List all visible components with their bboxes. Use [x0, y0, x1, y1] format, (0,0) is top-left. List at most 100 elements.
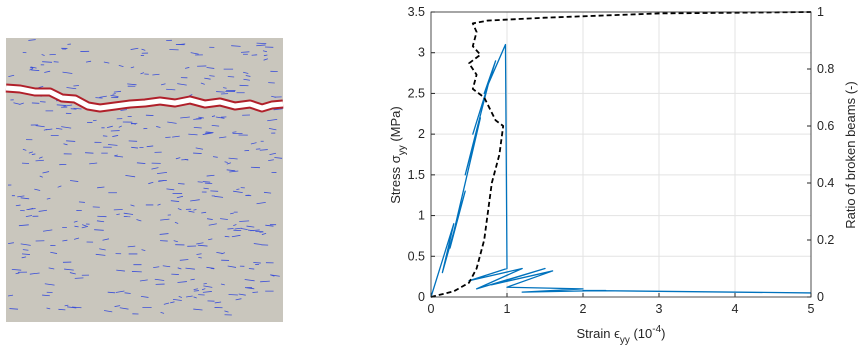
fiber — [179, 259, 189, 261]
fiber — [220, 218, 228, 220]
fiber — [243, 78, 250, 81]
fiber — [175, 157, 181, 160]
fiber — [202, 291, 212, 293]
fiber — [160, 311, 165, 314]
fiber — [110, 94, 119, 98]
y2-tick-label: 0.4 — [817, 176, 834, 190]
x-tick-label: 4 — [732, 302, 739, 316]
fiber — [21, 256, 27, 259]
fiber — [263, 191, 272, 194]
fiber — [177, 267, 182, 270]
fiber — [94, 229, 104, 231]
fiber — [70, 180, 79, 182]
fiber — [112, 135, 119, 137]
crack-core — [5, 85, 284, 111]
fiber — [232, 131, 237, 133]
fiber — [44, 283, 55, 286]
series-line — [430, 43, 812, 298]
y-tick-label: 3.5 — [408, 5, 425, 19]
fiber — [247, 229, 254, 232]
fiber — [163, 302, 170, 305]
x-label-sub: yy — [620, 335, 630, 346]
y-label-sub: yy — [397, 145, 408, 155]
fiber — [73, 220, 78, 223]
fiber — [154, 278, 165, 281]
fiber — [46, 197, 51, 200]
fiber — [119, 307, 129, 310]
x-tick-label: 5 — [808, 302, 815, 316]
fiber — [176, 195, 184, 199]
fiber — [211, 124, 220, 127]
fiber — [15, 272, 20, 275]
fiber — [195, 117, 202, 120]
fiber — [151, 167, 159, 170]
fiber — [50, 251, 58, 254]
fiber — [204, 182, 213, 185]
fiber — [193, 209, 197, 211]
fiber — [106, 125, 113, 129]
fiber — [202, 181, 211, 183]
fiber — [253, 243, 262, 245]
fiber — [253, 262, 261, 264]
fiber — [268, 159, 274, 162]
fiber — [116, 213, 120, 216]
fiber — [224, 161, 228, 163]
fiber — [231, 45, 241, 47]
fiber — [188, 133, 198, 136]
axes-box — [430, 11, 812, 298]
fiber — [120, 109, 128, 111]
fiber — [228, 294, 238, 296]
fiber — [185, 267, 195, 270]
fiber — [190, 52, 199, 55]
fiber — [38, 85, 44, 89]
fiber — [56, 104, 67, 106]
fiber — [61, 126, 72, 129]
fiber — [265, 224, 274, 227]
fiber — [208, 238, 213, 241]
y-label-part: (MPa) — [388, 106, 403, 145]
fiber — [39, 175, 43, 178]
fiber — [178, 43, 186, 46]
fiber — [82, 224, 87, 227]
x-tick-label: 2 — [580, 302, 587, 316]
x-label-part: ) — [661, 326, 665, 341]
fiber — [186, 295, 193, 298]
x-label-sup: -4 — [652, 324, 661, 335]
fiber — [206, 67, 215, 69]
fiber — [224, 235, 230, 238]
fiber — [198, 116, 204, 119]
fiber — [97, 186, 105, 189]
fiber — [29, 68, 34, 71]
fiber — [103, 61, 110, 64]
fiber — [118, 65, 124, 68]
fiber — [177, 208, 182, 211]
fiber — [140, 295, 149, 298]
fiber — [136, 219, 142, 222]
fiber — [162, 265, 171, 268]
fiber — [221, 252, 226, 255]
fiber — [209, 75, 215, 77]
fiber — [38, 156, 43, 159]
y-tick-label: 2.5 — [408, 86, 425, 100]
fiber — [170, 301, 175, 304]
fiber — [233, 224, 237, 226]
fiber — [153, 266, 160, 269]
fiber — [214, 301, 222, 304]
fiber — [42, 171, 50, 174]
y-tick-label: 1.5 — [408, 168, 425, 182]
fiber — [174, 221, 179, 224]
fiber — [216, 251, 223, 254]
fiber — [166, 188, 175, 191]
fiber — [193, 308, 203, 311]
fiber — [28, 39, 36, 41]
fiber — [172, 298, 182, 301]
fiber — [19, 102, 24, 105]
fiber — [205, 131, 214, 134]
fiber — [235, 298, 242, 301]
fiber — [130, 66, 135, 69]
fiber — [203, 187, 209, 190]
fiber — [113, 90, 122, 93]
fiber — [229, 170, 239, 173]
fiber — [193, 290, 199, 292]
fiber — [245, 287, 255, 290]
